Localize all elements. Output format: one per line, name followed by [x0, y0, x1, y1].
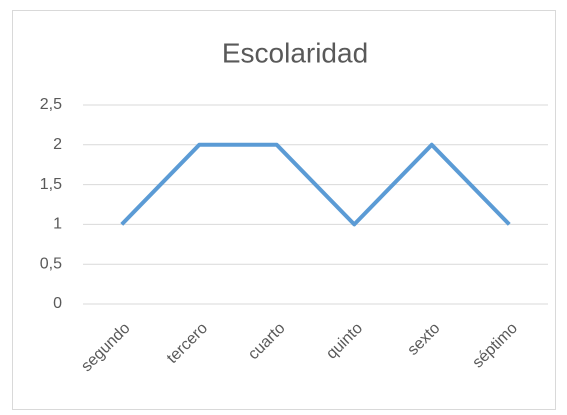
chart-title: Escolaridad	[222, 37, 368, 68]
line	[120, 142, 511, 227]
chart-border	[12, 10, 556, 410]
y-tick-label: 1	[53, 216, 62, 233]
y-tick-label: 1,5	[40, 176, 62, 193]
y-tick-label: 2	[53, 136, 62, 153]
y-tick-label: 2,5	[40, 96, 62, 113]
y-tick-label: 0,5	[40, 255, 62, 272]
y-tick-label: 0	[53, 295, 62, 312]
